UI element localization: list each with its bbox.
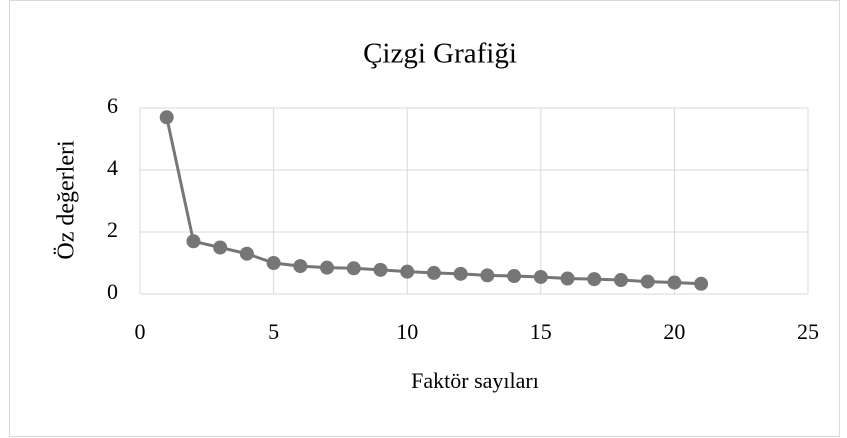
marker xyxy=(694,276,709,291)
x-tick-label: 10 xyxy=(396,319,418,344)
marker xyxy=(239,246,254,261)
x-tick-label: 25 xyxy=(797,319,819,344)
marker xyxy=(373,262,388,277)
y-axis-label: Öz değerleri xyxy=(54,140,80,260)
marker xyxy=(159,110,174,125)
x-tick-label: 0 xyxy=(135,319,146,344)
x-tick-label: 20 xyxy=(663,319,685,344)
marker xyxy=(613,273,628,288)
y-tick-label: 0 xyxy=(107,279,118,304)
marker xyxy=(213,240,228,255)
x-tick-label: 15 xyxy=(530,319,552,344)
marker xyxy=(560,271,575,286)
marker xyxy=(266,256,281,270)
marker xyxy=(426,265,441,280)
marker xyxy=(186,234,201,249)
marker xyxy=(320,260,335,275)
chart-border xyxy=(9,0,840,437)
x-tick-label: 5 xyxy=(268,319,279,344)
marker xyxy=(507,269,522,284)
chart-title: Çizgi Grafiği xyxy=(363,38,517,70)
y-tick-label: 6 xyxy=(107,93,118,118)
marker xyxy=(480,268,495,283)
marker xyxy=(453,266,468,281)
marker xyxy=(587,272,602,287)
y-tick-label: 4 xyxy=(107,155,118,180)
x-axis-label: Faktör sayıları xyxy=(411,368,539,393)
marker xyxy=(640,274,655,289)
y-tick-label: 2 xyxy=(107,217,118,242)
marker xyxy=(293,259,308,274)
marker xyxy=(346,261,361,276)
marker xyxy=(400,264,415,279)
marker xyxy=(533,269,548,284)
marker xyxy=(667,275,682,290)
